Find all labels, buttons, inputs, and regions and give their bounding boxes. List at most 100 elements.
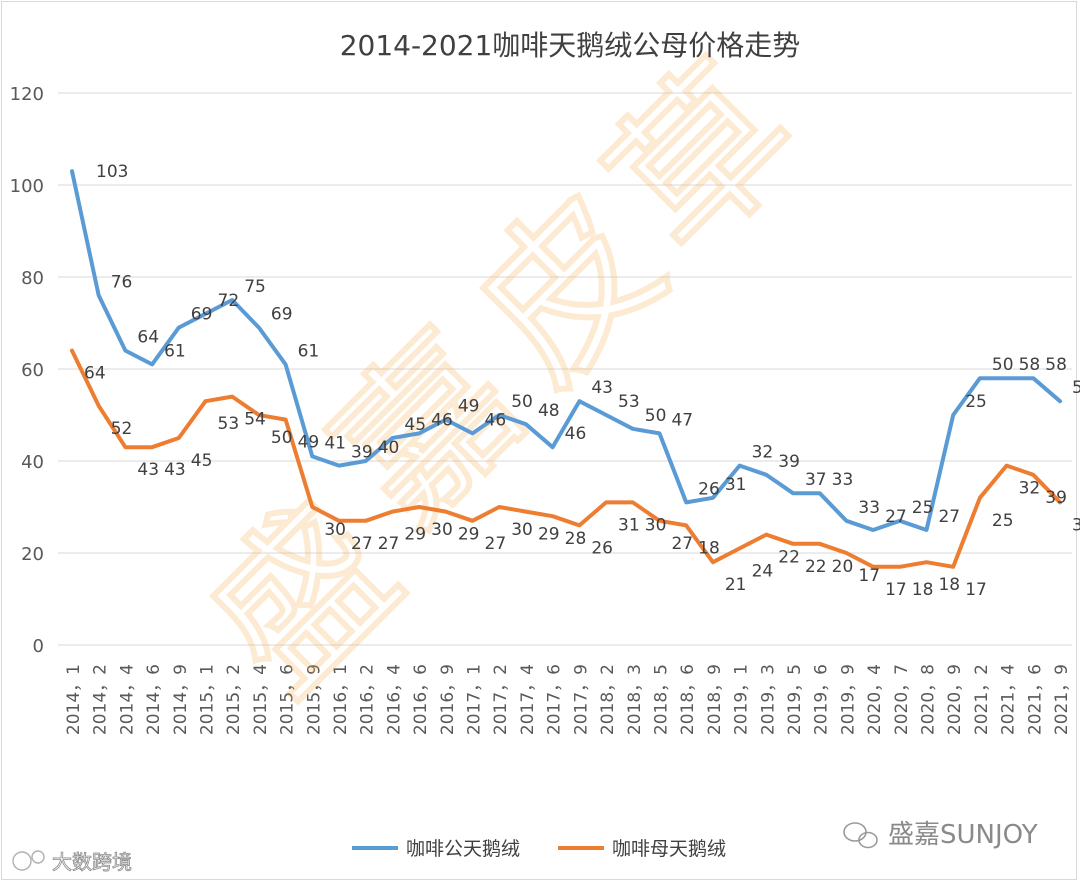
data-label: 31 xyxy=(618,515,640,535)
data-label: 22 xyxy=(778,548,800,568)
x-tick-label: 2019，1 xyxy=(732,664,752,735)
x-tick-label: 2021，4 xyxy=(999,664,1019,735)
x-tick-label: 2017，2 xyxy=(491,664,511,735)
data-label: 30 xyxy=(431,520,453,540)
x-axis-ticks: 2014，1 2014，2 2014，4 2014，6 2014，9 2015，1 2015… xyxy=(64,664,1072,735)
data-label: 32 xyxy=(1019,479,1041,499)
data-label: 58 xyxy=(1045,355,1067,375)
x-tick-label: 2014，1 xyxy=(64,664,84,735)
data-label: 18 xyxy=(912,580,934,600)
data-label: 46 xyxy=(485,410,507,430)
data-label: 27 xyxy=(671,534,693,554)
y-tick-label: 100 xyxy=(10,176,44,197)
data-label: 54 xyxy=(244,410,266,430)
legend-label-1: 咖啡母天鹅绒 xyxy=(612,838,726,860)
data-label: 58 xyxy=(1019,355,1041,375)
data-label: 49 xyxy=(298,433,320,453)
x-tick-label: 2017，6 xyxy=(545,664,565,735)
weibo-icon xyxy=(12,850,45,871)
x-tick-label: 2018，5 xyxy=(651,664,671,735)
data-label: 26 xyxy=(698,479,720,499)
x-tick-label: 2019，6 xyxy=(812,664,832,735)
data-label: 45 xyxy=(191,451,213,471)
data-label: 30 xyxy=(324,520,346,540)
data-label: 39 xyxy=(351,443,373,463)
data-label: 17 xyxy=(965,580,987,600)
y-tick-label: 20 xyxy=(21,544,44,565)
y-axis-ticks: 0 20 40 60 80 100 120 xyxy=(10,84,44,657)
data-label: 50 xyxy=(992,355,1014,375)
data-label: 39 xyxy=(1045,488,1067,508)
x-tick-label: 2017，4 xyxy=(518,664,538,735)
x-tick-label: 2018，9 xyxy=(705,664,725,735)
data-label: 25 xyxy=(965,392,987,412)
data-label: 25 xyxy=(912,498,934,518)
data-label: 37 xyxy=(805,470,827,490)
data-label: 69 xyxy=(191,305,213,325)
x-tick-label: 2018，2 xyxy=(598,664,618,735)
series-line-0 xyxy=(70,169,1062,532)
grid-lines xyxy=(58,92,1072,646)
data-label: 17 xyxy=(885,580,907,600)
data-label: 30 xyxy=(645,515,667,535)
data-label: 31 xyxy=(1072,515,1080,535)
data-label: 69 xyxy=(271,305,293,325)
data-label: 30 xyxy=(511,520,533,540)
data-label: 50 xyxy=(271,428,293,448)
data-label: 45 xyxy=(404,415,426,435)
x-tick-label: 2020，8 xyxy=(918,664,938,735)
data-label: 28 xyxy=(565,529,587,549)
x-tick-label: 2017，1 xyxy=(465,664,485,735)
x-tick-label: 2014，6 xyxy=(144,664,164,735)
x-tick-label: 2016，9 xyxy=(438,664,458,735)
data-label: 25 xyxy=(992,511,1014,531)
x-tick-label: 2021，6 xyxy=(1025,664,1045,735)
x-tick-label: 2018，3 xyxy=(625,664,645,735)
x-tick-label: 2016，1 xyxy=(331,664,351,735)
data-label: 24 xyxy=(752,561,774,581)
y-tick-label: 0 xyxy=(33,636,44,657)
legend: 咖啡公天鹅绒 咖啡母天鹅绒 xyxy=(352,838,726,860)
y-tick-label: 120 xyxy=(10,84,44,105)
data-label: 18 xyxy=(698,538,720,558)
data-label: 33 xyxy=(832,470,854,490)
x-tick-label: 2015，2 xyxy=(224,664,244,735)
x-tick-label: 2015，4 xyxy=(251,664,271,735)
x-tick-label: 2016，4 xyxy=(384,664,404,735)
data-label: 20 xyxy=(832,557,854,577)
x-tick-label: 2021，9 xyxy=(1052,664,1072,735)
data-label: 27 xyxy=(885,507,907,527)
data-label: 33 xyxy=(858,498,880,518)
x-tick-label: 2015，9 xyxy=(304,664,324,735)
y-tick-label: 60 xyxy=(21,360,44,381)
data-label: 53 xyxy=(1072,378,1080,398)
data-label: 48 xyxy=(538,401,560,421)
data-label: 41 xyxy=(324,433,346,453)
x-tick-label: 2020，4 xyxy=(865,664,885,735)
brand-mark: 盛嘉SUNJOY xyxy=(843,820,1038,850)
data-label: 46 xyxy=(431,410,453,430)
series-lines xyxy=(70,169,1062,569)
data-label: 27 xyxy=(938,507,960,527)
data-label: 61 xyxy=(164,341,186,361)
data-label: 17 xyxy=(858,566,880,586)
x-tick-label: 2021，2 xyxy=(972,664,992,735)
data-label: 43 xyxy=(164,460,186,480)
brand-text: 盛嘉SUNJOY xyxy=(888,820,1038,850)
x-tick-label: 2016，6 xyxy=(411,664,431,735)
x-tick-label: 2020，9 xyxy=(945,664,965,735)
x-tick-label: 2016，2 xyxy=(358,664,378,735)
data-label: 22 xyxy=(805,557,827,577)
data-label: 26 xyxy=(591,538,613,558)
x-tick-label: 2018，6 xyxy=(678,664,698,735)
data-label: 76 xyxy=(111,272,133,292)
data-label: 64 xyxy=(84,364,106,384)
x-tick-label: 2014，4 xyxy=(117,664,137,735)
x-tick-label: 2015，1 xyxy=(198,664,218,735)
data-label: 40 xyxy=(378,438,400,458)
data-label: 64 xyxy=(137,328,159,348)
data-label: 50 xyxy=(511,392,533,412)
data-label: 53 xyxy=(218,414,240,434)
